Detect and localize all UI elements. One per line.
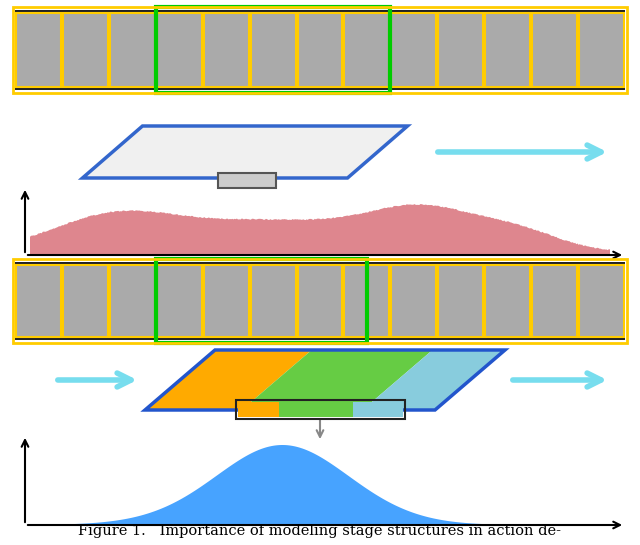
FancyBboxPatch shape bbox=[204, 265, 248, 337]
FancyBboxPatch shape bbox=[279, 402, 353, 417]
FancyBboxPatch shape bbox=[251, 13, 296, 87]
FancyBboxPatch shape bbox=[15, 10, 625, 90]
Polygon shape bbox=[30, 204, 610, 255]
FancyBboxPatch shape bbox=[485, 13, 530, 87]
FancyBboxPatch shape bbox=[344, 265, 389, 337]
FancyBboxPatch shape bbox=[63, 13, 108, 87]
Polygon shape bbox=[242, 350, 433, 410]
Polygon shape bbox=[30, 445, 610, 525]
FancyBboxPatch shape bbox=[579, 13, 624, 87]
FancyBboxPatch shape bbox=[237, 402, 279, 417]
FancyBboxPatch shape bbox=[392, 265, 436, 337]
Polygon shape bbox=[145, 350, 312, 410]
FancyBboxPatch shape bbox=[532, 265, 577, 337]
FancyBboxPatch shape bbox=[110, 265, 155, 337]
Polygon shape bbox=[83, 126, 408, 178]
FancyBboxPatch shape bbox=[485, 265, 530, 337]
FancyBboxPatch shape bbox=[110, 13, 155, 87]
FancyBboxPatch shape bbox=[15, 262, 625, 340]
FancyBboxPatch shape bbox=[63, 265, 108, 337]
FancyBboxPatch shape bbox=[298, 265, 342, 337]
FancyBboxPatch shape bbox=[438, 265, 483, 337]
FancyBboxPatch shape bbox=[251, 265, 296, 337]
FancyBboxPatch shape bbox=[157, 13, 202, 87]
FancyBboxPatch shape bbox=[16, 13, 61, 87]
Polygon shape bbox=[362, 350, 505, 410]
FancyBboxPatch shape bbox=[298, 13, 342, 87]
FancyBboxPatch shape bbox=[532, 13, 577, 87]
FancyBboxPatch shape bbox=[16, 265, 61, 337]
Text: Figure 1.   Importance of modeling stage structures in action de-: Figure 1. Importance of modeling stage s… bbox=[79, 524, 561, 538]
FancyBboxPatch shape bbox=[579, 265, 624, 337]
FancyBboxPatch shape bbox=[218, 173, 276, 188]
FancyBboxPatch shape bbox=[344, 13, 389, 87]
FancyBboxPatch shape bbox=[438, 13, 483, 87]
FancyBboxPatch shape bbox=[157, 265, 202, 337]
FancyBboxPatch shape bbox=[392, 13, 436, 87]
FancyBboxPatch shape bbox=[204, 13, 248, 87]
FancyBboxPatch shape bbox=[353, 402, 403, 417]
